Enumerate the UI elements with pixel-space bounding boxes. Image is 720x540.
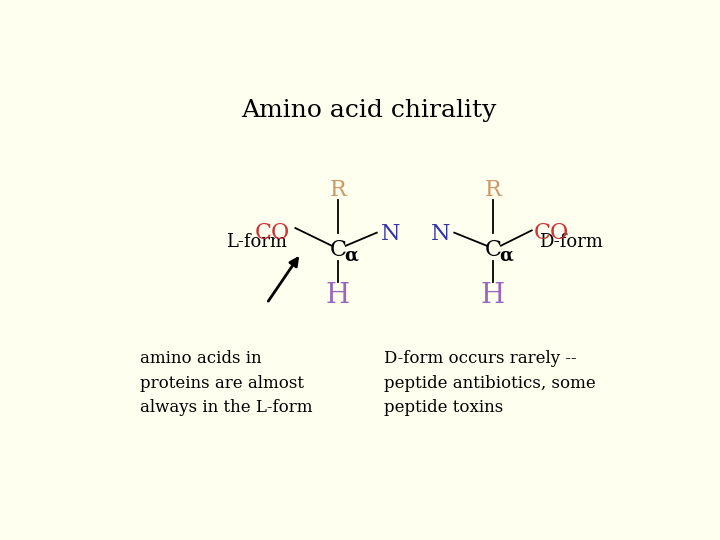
Text: D-form: D-form — [539, 233, 603, 251]
Text: L-form: L-form — [226, 233, 287, 251]
Text: D-form occurs rarely --
peptide antibiotics, some
peptide toxins: D-form occurs rarely -- peptide antibiot… — [384, 350, 596, 416]
Text: CO: CO — [534, 221, 569, 244]
Text: H: H — [326, 282, 350, 309]
Text: N: N — [431, 223, 450, 245]
Text: H: H — [481, 282, 505, 309]
Text: Amino acid chirality: Amino acid chirality — [241, 99, 497, 123]
Text: C: C — [485, 239, 502, 261]
Text: R: R — [485, 179, 501, 200]
Text: R: R — [330, 179, 346, 200]
Text: α: α — [344, 247, 358, 265]
Text: CO: CO — [254, 221, 289, 244]
Text: amino acids in
proteins are almost
always in the L-form: amino acids in proteins are almost alway… — [140, 350, 313, 416]
Text: N: N — [381, 223, 400, 245]
Text: C: C — [330, 239, 346, 261]
Text: α: α — [499, 247, 513, 265]
